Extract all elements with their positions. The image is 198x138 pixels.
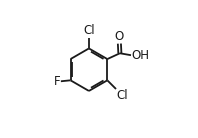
Text: F: F xyxy=(54,75,60,88)
Text: Cl: Cl xyxy=(116,89,128,103)
Text: Cl: Cl xyxy=(83,24,95,37)
Text: O: O xyxy=(115,30,124,43)
Text: OH: OH xyxy=(131,49,149,62)
